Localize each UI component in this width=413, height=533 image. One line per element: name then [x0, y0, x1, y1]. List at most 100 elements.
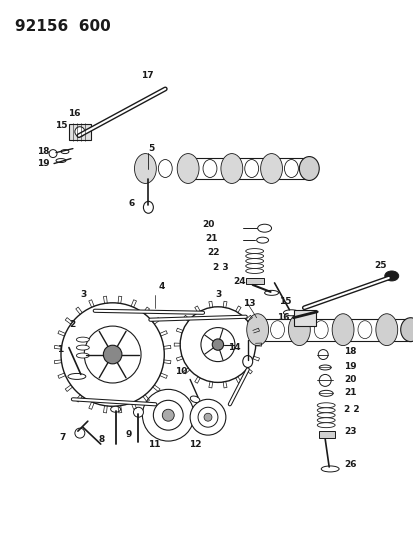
- Circle shape: [61, 303, 164, 406]
- Ellipse shape: [384, 271, 398, 281]
- FancyBboxPatch shape: [294, 310, 316, 326]
- Circle shape: [212, 339, 223, 350]
- Circle shape: [318, 375, 330, 386]
- Ellipse shape: [313, 321, 328, 338]
- FancyBboxPatch shape: [183, 158, 311, 180]
- Ellipse shape: [143, 201, 153, 213]
- Ellipse shape: [331, 314, 353, 345]
- Ellipse shape: [256, 237, 268, 243]
- Text: 21: 21: [204, 233, 217, 243]
- Text: 5: 5: [148, 144, 154, 153]
- Ellipse shape: [318, 390, 332, 397]
- Text: 19: 19: [37, 159, 50, 168]
- Ellipse shape: [76, 345, 89, 350]
- Ellipse shape: [202, 159, 216, 177]
- Text: 7: 7: [59, 433, 65, 442]
- Text: 2 3: 2 3: [212, 263, 228, 272]
- Circle shape: [49, 150, 57, 158]
- Text: 10: 10: [175, 367, 187, 376]
- Circle shape: [153, 400, 183, 430]
- Ellipse shape: [134, 154, 156, 183]
- FancyBboxPatch shape: [69, 124, 90, 140]
- Ellipse shape: [245, 248, 263, 254]
- Circle shape: [190, 399, 225, 435]
- Ellipse shape: [400, 318, 413, 342]
- Ellipse shape: [56, 158, 66, 163]
- Text: 15: 15: [279, 297, 291, 306]
- Ellipse shape: [221, 154, 242, 183]
- Circle shape: [204, 413, 211, 421]
- Ellipse shape: [245, 269, 263, 273]
- Circle shape: [200, 328, 234, 361]
- Text: 25: 25: [373, 261, 385, 270]
- Text: 16: 16: [277, 313, 290, 322]
- Circle shape: [75, 127, 85, 136]
- Ellipse shape: [299, 157, 318, 181]
- Text: 9: 9: [125, 430, 132, 439]
- Text: 24: 24: [232, 277, 245, 286]
- FancyBboxPatch shape: [318, 431, 335, 438]
- Text: 3: 3: [81, 290, 87, 300]
- Ellipse shape: [257, 224, 271, 232]
- Ellipse shape: [245, 263, 263, 269]
- Text: 20: 20: [202, 220, 214, 229]
- Ellipse shape: [245, 259, 263, 263]
- Ellipse shape: [242, 356, 252, 367]
- Ellipse shape: [288, 314, 310, 345]
- Ellipse shape: [357, 321, 371, 338]
- Ellipse shape: [245, 254, 263, 259]
- Ellipse shape: [246, 314, 268, 345]
- Text: 18: 18: [343, 347, 356, 356]
- Ellipse shape: [270, 321, 284, 338]
- Circle shape: [142, 389, 194, 441]
- Text: 8: 8: [98, 434, 105, 443]
- Ellipse shape: [244, 159, 258, 177]
- Text: 11: 11: [148, 440, 161, 449]
- Ellipse shape: [316, 403, 335, 408]
- Ellipse shape: [283, 310, 299, 316]
- Text: 6: 6: [128, 199, 135, 208]
- Ellipse shape: [158, 159, 172, 177]
- Circle shape: [84, 326, 141, 383]
- Ellipse shape: [316, 418, 335, 423]
- Text: 23: 23: [343, 426, 356, 435]
- Ellipse shape: [76, 337, 89, 342]
- Text: 22: 22: [206, 247, 219, 256]
- Ellipse shape: [76, 353, 89, 358]
- FancyBboxPatch shape: [251, 319, 410, 341]
- Text: 1: 1: [57, 345, 63, 354]
- Ellipse shape: [61, 150, 69, 154]
- Ellipse shape: [284, 159, 298, 177]
- Text: 15: 15: [55, 121, 67, 130]
- Text: 3: 3: [214, 290, 221, 300]
- Ellipse shape: [375, 314, 397, 345]
- Text: 14: 14: [227, 343, 240, 352]
- Text: 92156  600: 92156 600: [15, 19, 111, 34]
- Ellipse shape: [316, 408, 335, 413]
- Ellipse shape: [316, 413, 335, 418]
- Circle shape: [180, 307, 255, 382]
- Text: 20: 20: [343, 375, 356, 384]
- Ellipse shape: [318, 365, 330, 370]
- Circle shape: [103, 345, 122, 364]
- Circle shape: [162, 409, 174, 421]
- Text: 2 2: 2 2: [343, 405, 359, 414]
- Ellipse shape: [316, 423, 335, 427]
- Text: 13: 13: [242, 300, 255, 308]
- FancyBboxPatch shape: [245, 278, 263, 284]
- Ellipse shape: [264, 290, 278, 295]
- Text: 2: 2: [69, 320, 75, 329]
- Text: 17: 17: [141, 71, 154, 80]
- Circle shape: [133, 407, 143, 417]
- Ellipse shape: [68, 374, 85, 379]
- Text: 18: 18: [37, 147, 50, 156]
- Circle shape: [318, 350, 328, 360]
- Text: 26: 26: [343, 461, 356, 470]
- Text: 19: 19: [343, 362, 356, 371]
- Text: 16: 16: [68, 109, 80, 118]
- Circle shape: [75, 428, 85, 438]
- Ellipse shape: [260, 154, 282, 183]
- Ellipse shape: [177, 154, 199, 183]
- Circle shape: [197, 407, 217, 427]
- Text: 21: 21: [343, 388, 356, 397]
